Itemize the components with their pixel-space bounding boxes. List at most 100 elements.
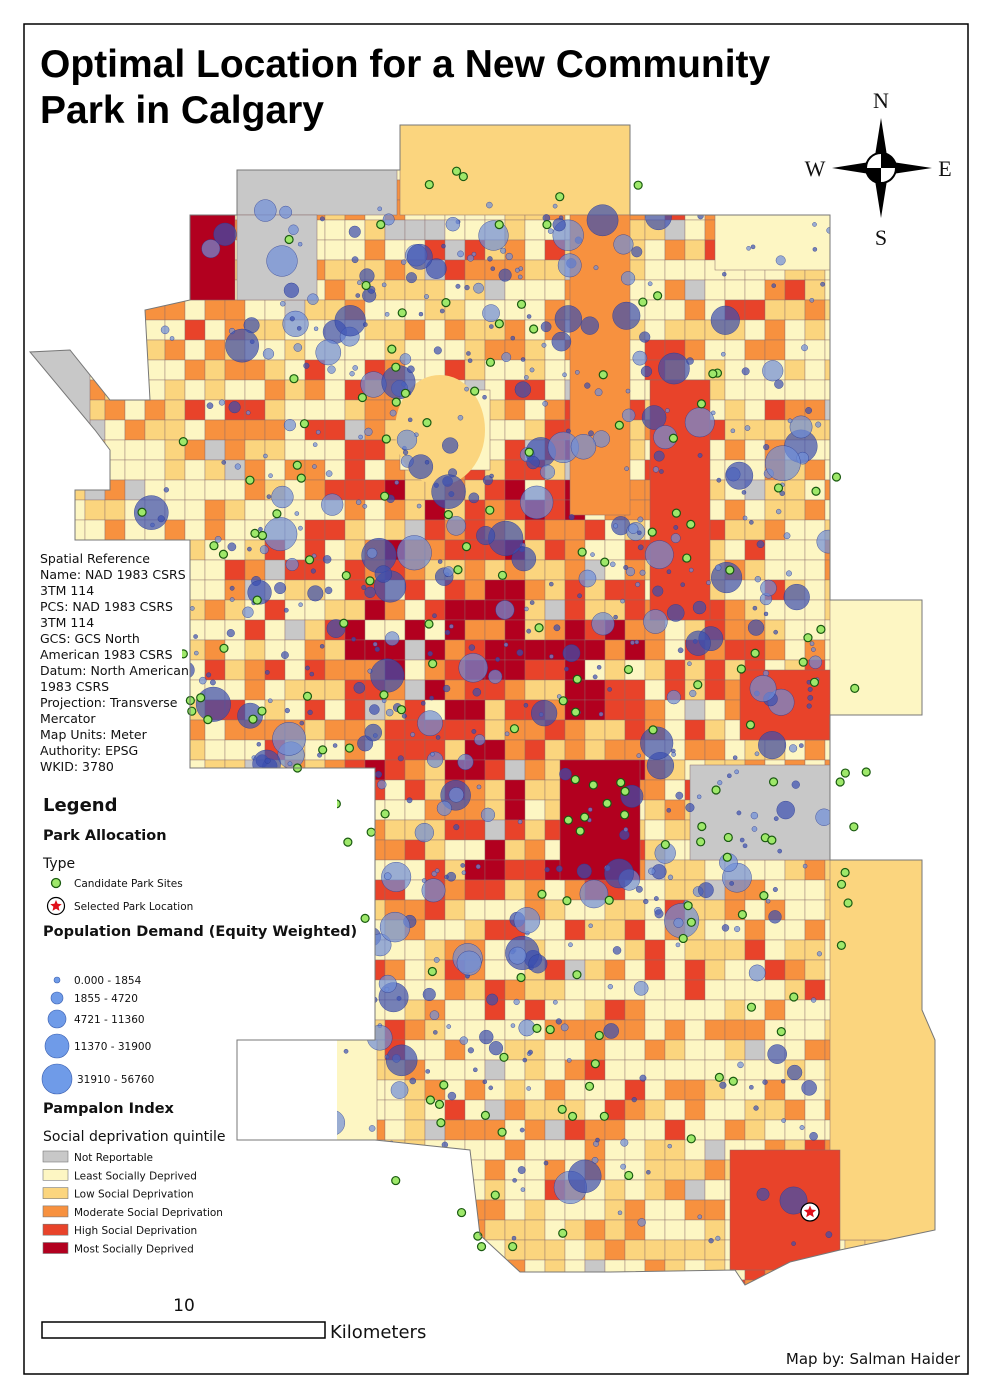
area — [784, 899, 806, 921]
area — [904, 739, 926, 761]
candidate-site — [809, 677, 820, 687]
area — [884, 739, 906, 761]
demand-circle — [767, 1044, 787, 1064]
area — [304, 619, 326, 641]
demand-circle — [384, 312, 390, 317]
demand-circle — [503, 642, 509, 647]
demand-circle — [637, 530, 642, 536]
area — [664, 1199, 686, 1221]
demand-circle — [266, 245, 298, 277]
area — [404, 1219, 426, 1241]
area — [364, 299, 386, 321]
area — [664, 1099, 686, 1121]
candidate-site — [137, 507, 147, 517]
candidate-site — [737, 909, 748, 920]
area — [864, 299, 886, 321]
area — [744, 499, 766, 521]
area — [864, 1259, 886, 1281]
legend-label: 31910 - 56760 — [77, 1074, 154, 1086]
candidate-site — [577, 547, 587, 557]
demand-circle — [262, 348, 275, 360]
demand-circle — [432, 613, 437, 618]
area — [184, 579, 206, 601]
demand-circle — [457, 414, 464, 421]
area — [524, 639, 546, 661]
demand-circle — [746, 246, 751, 251]
area — [424, 1259, 446, 1281]
legend-label: Low Social Deprivation — [74, 1189, 194, 1201]
area — [724, 419, 746, 441]
area — [224, 419, 246, 441]
demand-circle — [163, 487, 169, 493]
area — [144, 299, 166, 321]
area — [664, 1179, 686, 1201]
legend-swatch — [42, 1187, 69, 1199]
area — [764, 179, 786, 201]
area — [144, 199, 166, 221]
candidate-site — [563, 815, 573, 825]
demand-circle — [489, 324, 494, 329]
area — [904, 1279, 926, 1285]
area — [664, 159, 686, 181]
demand-circle — [464, 386, 469, 392]
area — [104, 299, 126, 321]
candidate-site — [571, 707, 581, 717]
area — [744, 399, 766, 421]
demand-circle — [590, 552, 595, 557]
demand-circle — [584, 382, 591, 389]
demand-circle — [357, 280, 362, 285]
area — [84, 319, 106, 341]
demand-circle — [258, 526, 263, 532]
area — [344, 519, 366, 541]
demand-circle — [447, 1091, 457, 1101]
area — [124, 299, 146, 321]
demand-circle — [568, 514, 575, 521]
demand-circle — [268, 473, 273, 478]
area — [644, 1059, 666, 1081]
area — [30, 349, 91, 451]
area — [484, 719, 506, 741]
area — [244, 299, 266, 321]
area — [584, 739, 606, 761]
demand-circle — [374, 646, 380, 652]
demand-circle — [466, 351, 471, 356]
candidate-site — [696, 399, 707, 409]
demand-circle — [547, 228, 554, 234]
demand-circle — [303, 362, 310, 369]
demand-circle — [588, 923, 593, 928]
demand-circle — [254, 199, 277, 222]
area — [224, 459, 246, 481]
candidate-site — [480, 1110, 491, 1120]
area — [444, 1279, 466, 1285]
demand-circle — [268, 698, 273, 703]
area — [364, 1279, 386, 1285]
area — [864, 499, 886, 521]
area — [724, 519, 746, 541]
area — [904, 819, 926, 841]
area — [504, 1199, 526, 1221]
area — [144, 419, 166, 441]
area — [564, 1019, 586, 1041]
area — [384, 1259, 406, 1281]
demand-circle — [409, 1077, 417, 1085]
area — [864, 779, 886, 801]
demand-circle — [620, 598, 625, 604]
demand-circle — [298, 525, 303, 531]
area — [184, 559, 206, 581]
area — [784, 619, 806, 641]
candidate-site — [366, 827, 376, 837]
area — [844, 219, 866, 241]
candidate-site — [357, 392, 367, 403]
area — [324, 519, 346, 541]
spatial-ref-line: Datum: North American — [40, 663, 189, 678]
demand-circle — [495, 657, 500, 662]
candidate-site — [745, 720, 756, 730]
area — [584, 1039, 606, 1061]
area — [784, 1039, 806, 1061]
demand-circle — [625, 388, 631, 394]
candidate-site — [272, 509, 282, 519]
area — [884, 339, 906, 361]
area — [504, 1259, 526, 1281]
demand-circle — [433, 957, 440, 963]
candidate-site — [470, 386, 480, 396]
